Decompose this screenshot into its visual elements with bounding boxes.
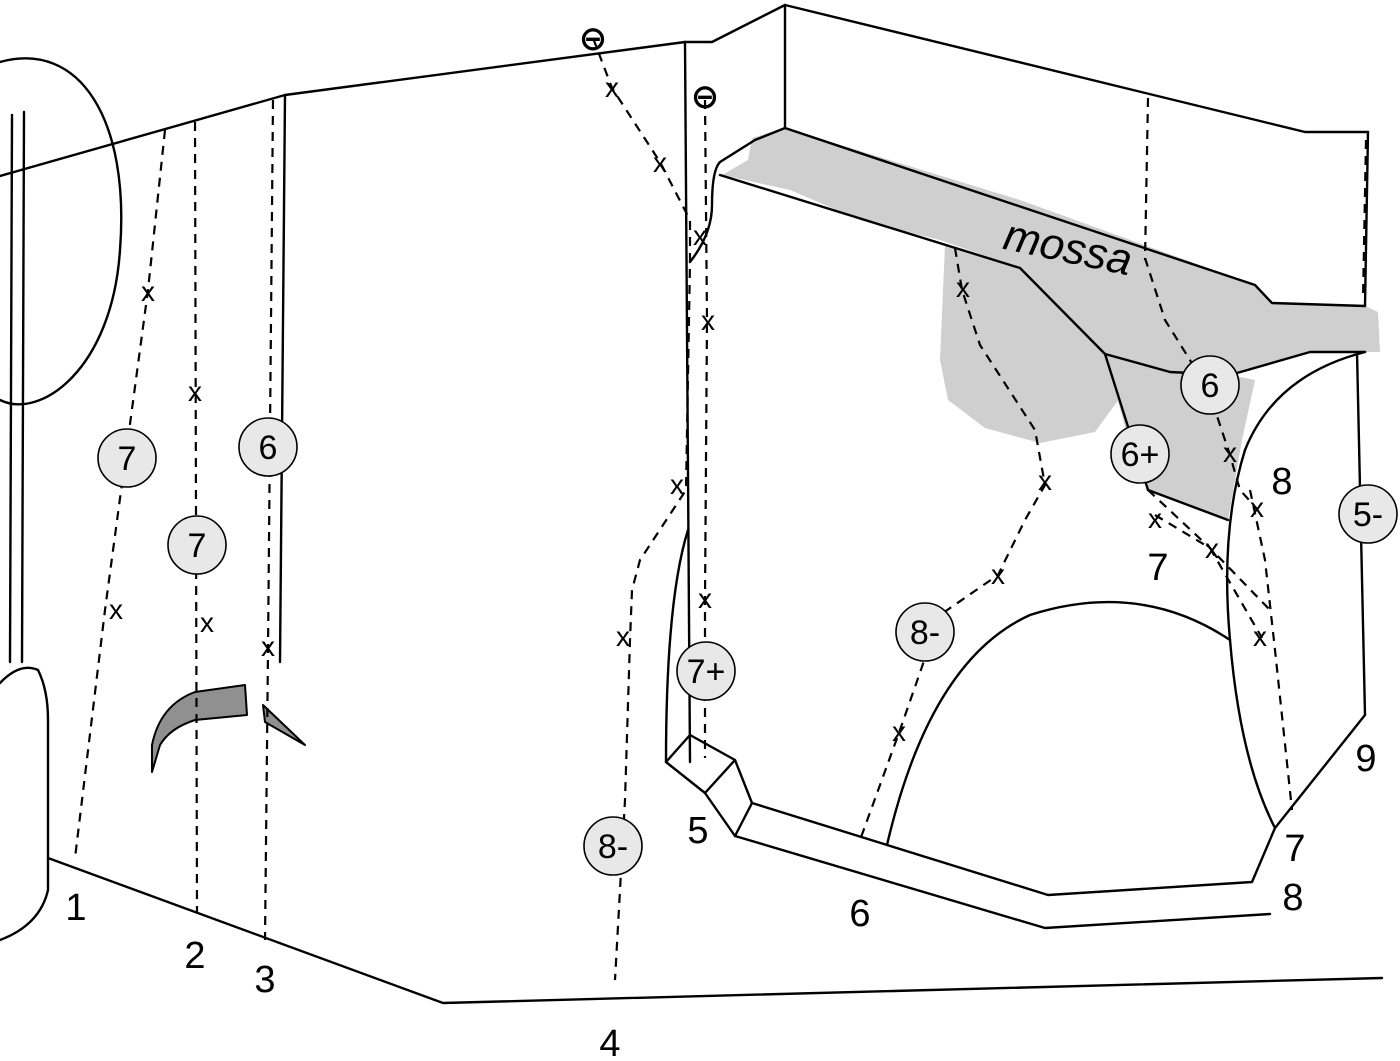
bolt-mark: x	[1250, 492, 1264, 523]
flake-left	[151, 684, 248, 773]
route-number: 9	[1355, 738, 1376, 780]
bolt-mark: x	[605, 72, 619, 103]
grade-circles: 7 7 6 7+ 8- 8- 6+ 6 5-	[97, 355, 1398, 876]
bolt-mark: x	[1205, 533, 1219, 564]
grade-label: 7	[118, 440, 137, 478]
grade-label: 5-	[1353, 496, 1383, 534]
grade-label: 7+	[687, 653, 726, 691]
corner-arc	[688, 126, 787, 264]
grade-label: 6+	[1121, 436, 1160, 474]
route-number: 7	[1284, 828, 1305, 870]
right-diag-line	[1273, 713, 1367, 830]
bolt-mark: x	[1038, 465, 1052, 496]
bolt-mark: x	[1253, 621, 1267, 652]
ledge-block	[664, 733, 754, 838]
route-line-3	[263, 99, 275, 941]
right-edge-line	[1363, 130, 1370, 308]
bolt-mark: x	[200, 607, 214, 638]
bolt-mark: x	[653, 147, 667, 178]
anchor-icon: ⊖	[691, 78, 720, 116]
roof-line	[783, 126, 1367, 308]
left-lower-block	[0, 666, 50, 942]
flake-right	[262, 704, 306, 746]
bolt-mark: x	[670, 469, 684, 500]
wall-outlines	[0, 3, 1384, 1005]
bolt-mark: x	[698, 583, 712, 614]
route-number: 7	[1147, 547, 1168, 589]
moss-patch-left	[940, 245, 1122, 443]
route-number: 8	[1282, 877, 1303, 919]
route-number: 3	[254, 959, 275, 1001]
moss-band	[722, 128, 1380, 375]
bolt-mark: x	[261, 631, 275, 662]
left-oval	[0, 57, 123, 406]
bolt-mark: x	[109, 594, 123, 625]
route-number: 1	[65, 887, 86, 929]
route-line-right	[1361, 139, 1368, 301]
route-line-8-lower	[1248, 489, 1294, 811]
bolt-mark: x	[956, 272, 970, 303]
route-number: 8	[1271, 461, 1292, 503]
bolt-mark: x	[693, 220, 707, 251]
anchor-icon: ⊖	[579, 20, 608, 58]
grade-label: 8-	[598, 828, 628, 866]
left-flake	[664, 528, 690, 764]
top-rim-line	[0, 3, 1370, 178]
bolt-marks: x x x x x x x x x x x x x x x x x x x x …	[109, 72, 1267, 747]
route-lines	[73, 37, 1368, 981]
lower-ledge-bottom	[733, 834, 1272, 930]
route-line-4	[591, 37, 692, 981]
grade-label: 7	[188, 527, 207, 565]
left-ground-line	[46, 856, 1384, 1005]
bolt-mark: x	[188, 376, 202, 407]
route-numbers: 1 2 3 4 5 6 7 8 9 7 8	[65, 461, 1376, 1061]
grade-label: 6	[1201, 367, 1220, 405]
grade-label: 8-	[910, 614, 940, 652]
right-arch	[1225, 350, 1367, 830]
route-line-2	[193, 121, 199, 913]
rock-features	[151, 684, 306, 773]
route-line-8-cross	[1147, 489, 1271, 611]
bolt-mark: x	[892, 716, 906, 747]
anchors: ⊖ ⊖	[579, 20, 720, 116]
cave-arch	[885, 601, 1232, 847]
bolt-mark: x	[616, 621, 630, 652]
lower-ledge-top	[750, 801, 1277, 897]
bolt-mark: x	[1148, 503, 1162, 534]
bolt-mark: x	[1223, 437, 1237, 468]
grade-label: 6	[259, 429, 278, 467]
route-line-9	[1143, 97, 1150, 261]
route-number: 2	[184, 935, 205, 977]
crack-line-3	[278, 93, 287, 664]
bolt-mark: x	[991, 559, 1005, 590]
route-number: 4	[599, 1023, 620, 1061]
left-pillar-outer	[8, 113, 14, 664]
route-number: 5	[687, 810, 708, 852]
route-line-6	[858, 247, 1047, 841]
bolt-mark: x	[141, 276, 155, 307]
route-number: 6	[849, 893, 870, 935]
left-pillar-inner	[20, 110, 26, 664]
bolt-mark: x	[701, 305, 715, 336]
